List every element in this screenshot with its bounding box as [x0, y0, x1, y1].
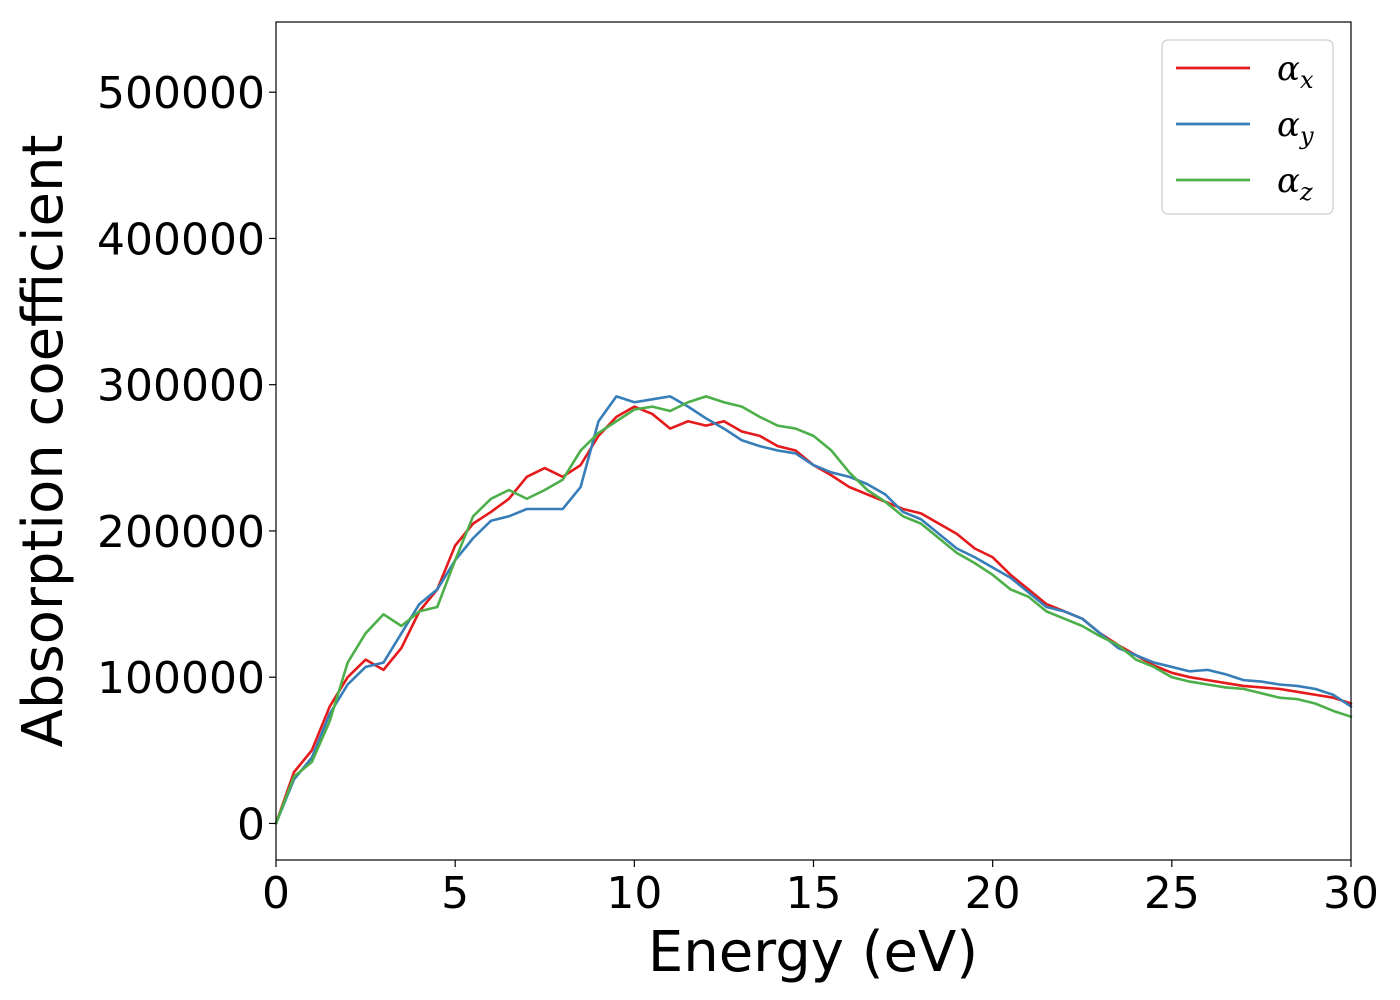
series-line-alpha-z [274, 395, 1353, 825]
legend: αx αy αz [1161, 39, 1334, 215]
legend-label-alpha-y: αy [1277, 105, 1314, 150]
x-tick-label: 30 [1323, 868, 1379, 919]
y-tick-label: 300000 [97, 361, 265, 412]
x-axis-ticks: 0 5 10 15 20 25 30 [262, 860, 1379, 919]
x-tick-label: 25 [1144, 868, 1200, 919]
x-tick-label: 0 [262, 868, 290, 919]
y-axis-ticks: 0 100000 200000 300000 400000 500000 [97, 68, 276, 850]
x-axis-label: Energy (eV) [648, 920, 978, 985]
legend-label-alpha-x: αx [1277, 49, 1314, 94]
y-tick-label: 400000 [97, 214, 265, 265]
x-tick-label: 15 [786, 868, 842, 919]
y-tick-label: 0 [237, 799, 265, 850]
series-layer [274, 395, 1353, 825]
legend-label-alpha-z: αz [1277, 161, 1313, 206]
y-axis-label: Absorption coefficient [11, 135, 76, 748]
y-tick-label: 500000 [97, 68, 265, 119]
x-tick-label: 10 [606, 868, 662, 919]
legend-box [1161, 39, 1334, 215]
x-tick-label: 5 [441, 868, 469, 919]
y-tick-label: 100000 [97, 653, 265, 704]
y-tick-label: 200000 [97, 507, 265, 558]
x-tick-label: 20 [965, 868, 1021, 919]
